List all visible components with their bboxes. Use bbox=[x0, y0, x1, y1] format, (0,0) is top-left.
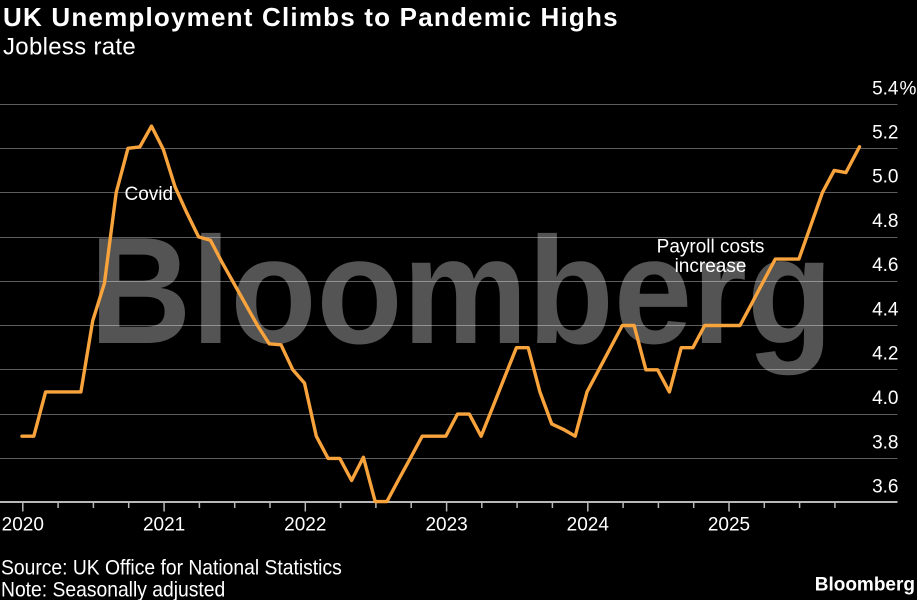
svg-text:5.0: 5.0 bbox=[872, 167, 898, 188]
svg-text:Source: UK Office for National: Source: UK Office for National Statistic… bbox=[1, 557, 342, 580]
svg-text:4.6: 4.6 bbox=[872, 255, 898, 276]
svg-text:5.2: 5.2 bbox=[872, 123, 898, 144]
svg-text:4.4: 4.4 bbox=[872, 300, 899, 321]
svg-text:2022: 2022 bbox=[284, 515, 326, 536]
svg-text:Note: Seasonally adjusted: Note: Seasonally adjusted bbox=[1, 579, 225, 600]
svg-text:2021: 2021 bbox=[143, 515, 185, 536]
svg-text:Covid: Covid bbox=[125, 184, 174, 205]
svg-text:4.0: 4.0 bbox=[872, 388, 898, 409]
svg-text:3.6: 3.6 bbox=[872, 477, 898, 498]
svg-text:%: % bbox=[900, 79, 917, 100]
svg-text:2025: 2025 bbox=[708, 515, 750, 536]
svg-text:2024: 2024 bbox=[567, 515, 610, 536]
svg-text:2020: 2020 bbox=[2, 515, 44, 536]
svg-text:UK Unemployment Climbs to Pand: UK Unemployment Climbs to Pandemic Highs bbox=[3, 2, 619, 32]
svg-text:2023: 2023 bbox=[425, 515, 467, 536]
svg-text:Jobless rate: Jobless rate bbox=[3, 34, 136, 61]
svg-text:5.4: 5.4 bbox=[872, 79, 899, 100]
svg-text:3.8: 3.8 bbox=[872, 433, 898, 454]
svg-text:4.2: 4.2 bbox=[872, 344, 898, 365]
svg-text:4.8: 4.8 bbox=[872, 211, 898, 232]
svg-text:increase: increase bbox=[675, 256, 747, 277]
svg-text:Payroll costs: Payroll costs bbox=[657, 237, 765, 258]
svg-text:Bloomberg: Bloomberg bbox=[90, 206, 833, 376]
svg-text:Bloomberg: Bloomberg bbox=[815, 575, 915, 596]
